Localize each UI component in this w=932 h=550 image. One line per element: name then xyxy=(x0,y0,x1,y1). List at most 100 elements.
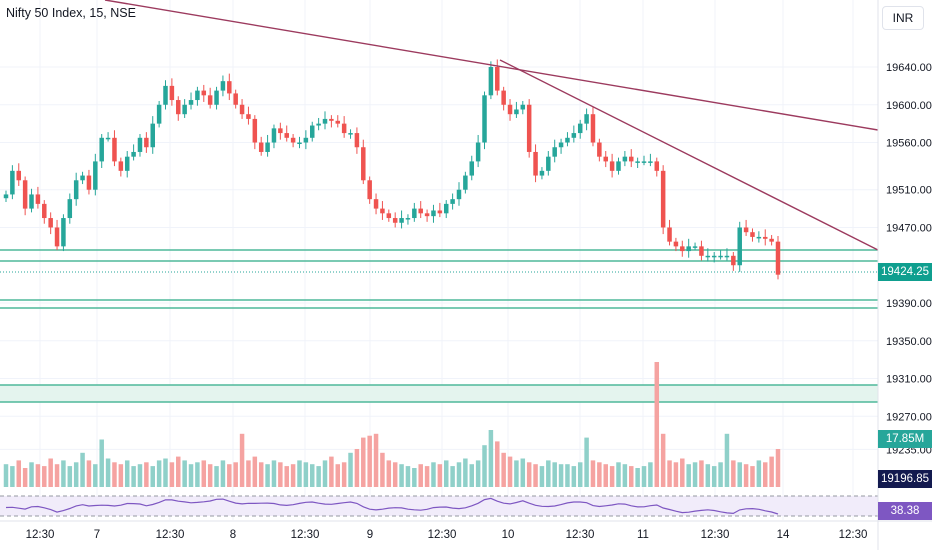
candle-body xyxy=(705,255,711,258)
candle-body xyxy=(450,199,455,204)
volume-bar xyxy=(207,464,213,487)
candle-body xyxy=(137,137,143,152)
volume-bar xyxy=(443,460,449,487)
volume-bar xyxy=(3,464,9,487)
time-axis-label: 9 xyxy=(367,529,373,541)
candle-body xyxy=(3,194,9,199)
candle-body xyxy=(762,236,768,239)
candle-body xyxy=(61,218,66,247)
volume-bar xyxy=(335,464,341,487)
candle-body xyxy=(354,133,360,148)
volume-bar xyxy=(348,452,353,487)
candle-body xyxy=(539,170,545,176)
candle-body xyxy=(412,208,417,219)
time-axis-label: 7 xyxy=(94,529,100,541)
candle-body xyxy=(54,227,60,247)
support-zone xyxy=(0,385,878,402)
volume-bar xyxy=(284,466,289,487)
candle-body xyxy=(629,156,634,162)
candle-body xyxy=(546,156,551,171)
currency-button[interactable]: INR xyxy=(882,6,924,30)
time-axis-label: 14 xyxy=(777,529,790,541)
candle-body xyxy=(724,255,730,258)
candle-body xyxy=(163,85,168,105)
candle-body xyxy=(182,104,187,115)
time-axis-label: 12:30 xyxy=(566,529,595,541)
candle-body xyxy=(456,189,462,200)
volume-bar xyxy=(10,466,15,487)
price-axis-label: 19600.00 xyxy=(886,100,932,112)
volume-bar xyxy=(86,460,92,487)
rsi-line xyxy=(5,497,779,515)
candle-body xyxy=(118,161,124,171)
candle-body xyxy=(252,118,258,143)
volume-bar xyxy=(769,456,774,487)
volume-bar xyxy=(711,466,717,487)
candle-body xyxy=(150,123,155,148)
volume-bar xyxy=(137,464,143,487)
candle-body xyxy=(692,246,698,248)
candle-body xyxy=(654,161,660,171)
volume-bar xyxy=(603,464,608,487)
trendline-lower xyxy=(499,59,879,251)
candle-body xyxy=(22,180,28,209)
price-axis-label: 19270.00 xyxy=(886,411,932,423)
volume-bar xyxy=(220,460,226,487)
candle-body xyxy=(112,137,117,162)
candle-body xyxy=(399,218,404,223)
candle-body xyxy=(737,227,742,266)
time-axis-label: 12:30 xyxy=(26,529,55,541)
volume-bar xyxy=(501,452,506,487)
volume-bar xyxy=(227,464,232,487)
candle-body xyxy=(769,238,774,242)
volume-bar xyxy=(35,464,41,487)
candle-body xyxy=(475,142,481,162)
time-axis-label: 11 xyxy=(637,529,649,541)
volume-bar xyxy=(699,460,704,487)
volume-bar xyxy=(641,466,647,487)
candle-body xyxy=(29,194,34,209)
candle-body xyxy=(609,161,615,171)
candle-body xyxy=(80,175,85,181)
volume-bar xyxy=(265,464,270,487)
volume-bar xyxy=(399,464,404,487)
prev-value-badge: 19196.85 xyxy=(878,470,932,488)
volume-bar xyxy=(188,464,194,487)
candle-body xyxy=(437,210,443,214)
volume-bar xyxy=(99,439,104,487)
volume-bar xyxy=(16,460,22,487)
candle-body xyxy=(731,255,736,266)
candle-body xyxy=(367,180,372,200)
volume-bar xyxy=(144,462,149,487)
candle-body xyxy=(35,194,41,204)
volume-bar xyxy=(463,458,468,487)
volume-bar xyxy=(424,466,430,487)
candle-body xyxy=(233,93,238,105)
volume-bar xyxy=(54,464,60,487)
candle-body xyxy=(67,199,73,219)
volume-bar xyxy=(290,464,296,487)
time-axis-label: 10 xyxy=(502,529,515,541)
volume-bar xyxy=(405,466,411,487)
candle-body xyxy=(348,133,353,135)
volume-bar xyxy=(418,464,423,487)
volume-bar xyxy=(705,464,711,487)
chart-title: Nifty 50 Index, 15, NSE xyxy=(6,6,136,20)
volume-bar xyxy=(93,464,98,487)
candle-body xyxy=(718,255,723,258)
volume-bar xyxy=(252,456,258,487)
volume-bar xyxy=(609,466,615,487)
candle-body xyxy=(284,133,289,138)
volume-bar xyxy=(673,462,679,487)
candle-body xyxy=(322,118,328,124)
candle-body xyxy=(297,142,302,145)
volume-bar xyxy=(667,460,672,487)
candle-body xyxy=(309,125,315,138)
volume-bar xyxy=(507,456,513,487)
candle-body xyxy=(271,128,277,143)
candle-body xyxy=(246,114,251,119)
candle-body xyxy=(711,255,717,258)
volume-bar xyxy=(29,462,34,487)
